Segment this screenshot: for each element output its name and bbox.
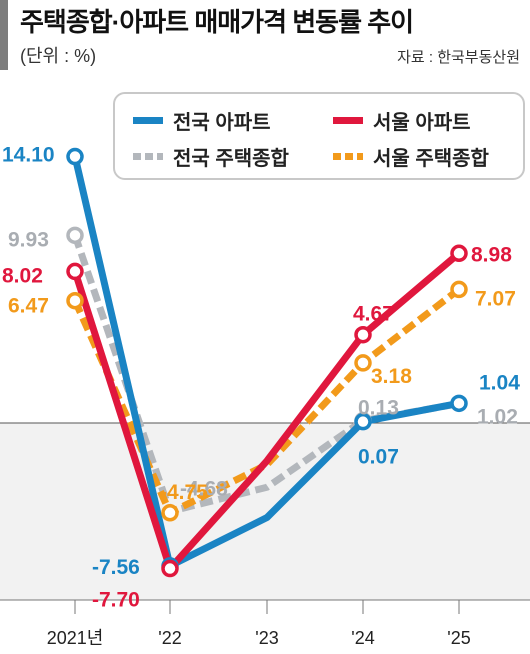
legend-item-national-housing: 전국 주택종합: [133, 142, 289, 171]
legend-item-seoul-apt: 서울 아파트: [333, 106, 471, 135]
title-accent-bar: [0, 0, 8, 70]
data-label: -7.56: [92, 556, 140, 579]
legend-swatch: [333, 153, 363, 160]
data-label: -7.70: [92, 589, 140, 612]
data-label: 4.67: [353, 303, 394, 326]
legend-label: 서울 아파트: [373, 112, 471, 134]
data-point: [66, 262, 84, 281]
legend-item-seoul-housing: 서울 주택종합: [333, 142, 489, 171]
data-point: [354, 354, 372, 372]
data-label: 14.10: [2, 144, 55, 167]
data-label: 0.13: [358, 397, 399, 420]
legend-label: 전국 주택종합: [173, 148, 289, 170]
data-label: -4.75: [160, 481, 208, 504]
data-label: -4.68: [180, 477, 228, 500]
data-point: [161, 504, 179, 522]
legend-swatch: [133, 153, 163, 160]
data-point: [354, 325, 372, 344]
legend-label: 전국 아파트: [173, 112, 271, 134]
x-tick-label: '23: [255, 628, 278, 648]
data-point: [354, 412, 372, 431]
data-label: 9.93: [8, 228, 49, 251]
unit-label: (단위 : %): [20, 46, 97, 66]
data-point: [161, 559, 179, 578]
data-point: [450, 280, 468, 299]
legend: 전국 아파트 서울 아파트 전국 주택종합 서울 주택종합: [113, 92, 525, 180]
x-tick-label: '25: [447, 628, 470, 648]
data-label: 7.07: [475, 287, 516, 310]
legend-label: 서울 주택종합: [373, 148, 489, 170]
data-point: [450, 394, 468, 413]
data-label: 1.04: [479, 371, 520, 394]
legend-swatch: [333, 117, 363, 124]
negative-zone: [0, 423, 530, 600]
data-label: 0.07: [358, 446, 399, 469]
x-tick-label: '24: [351, 628, 374, 648]
data-label: 3.18: [371, 365, 412, 388]
chart-title: 주택종합·아파트 매매가격 변동률 추이: [20, 7, 414, 37]
data-point: [66, 226, 84, 245]
x-tick-label: 2021년: [47, 628, 104, 648]
series-line: [71, 249, 463, 573]
data-point: [450, 244, 468, 263]
series-line: [71, 153, 463, 570]
data-label: 8.02: [2, 264, 43, 287]
legend-item-national-apt: 전국 아파트: [133, 106, 271, 135]
data-label: 6.47: [8, 295, 49, 318]
data-point: [66, 147, 84, 166]
data-label: 1.02: [477, 406, 518, 429]
legend-swatch: [133, 117, 163, 124]
x-tick-label: '22: [158, 628, 181, 648]
data-point: [66, 291, 84, 310]
data-label: 8.98: [471, 243, 512, 266]
source-label: 자료 : 한국부동산원: [397, 49, 520, 66]
